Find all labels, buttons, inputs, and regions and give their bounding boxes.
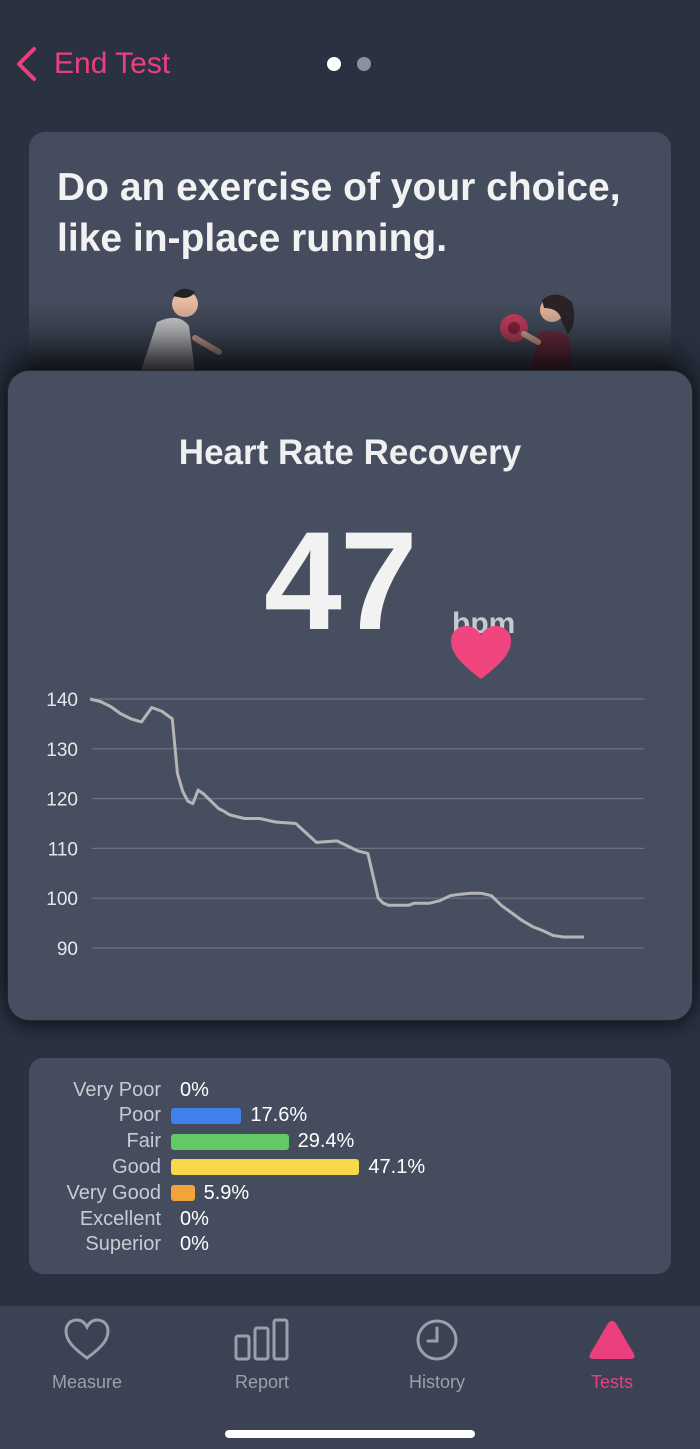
distribution-label: Fair <box>126 1130 161 1153</box>
distribution-bar <box>171 1185 195 1202</box>
heart-icon <box>451 626 511 679</box>
instruction-text: Do an exercise of your choice, like in-p… <box>57 166 621 260</box>
distribution-label: Poor <box>118 1104 161 1127</box>
recovery-value: 47 <box>264 502 418 659</box>
distribution-percent: 47.1% <box>368 1155 426 1178</box>
end-test-button[interactable]: End Test <box>14 44 170 84</box>
result-title: Heart Rate Recovery <box>178 433 522 472</box>
tab-tests-label: Tests <box>590 1372 633 1392</box>
distribution-row: Excellent 0% <box>29 1206 671 1232</box>
distribution-bar <box>171 1107 242 1124</box>
distribution-row: Very Poor 0% <box>29 1077 671 1103</box>
tab-measure-label: Measure <box>51 1372 123 1392</box>
distribution-percent: 5.9% <box>203 1181 250 1204</box>
distribution-percent: 0% <box>180 1207 209 1230</box>
distribution-percent: 0% <box>180 1078 209 1101</box>
distribution-bar <box>171 1159 360 1176</box>
end-test-label: End Test <box>54 47 171 80</box>
chevron-left-icon <box>17 47 36 81</box>
distribution-label: Very Poor <box>73 1078 161 1101</box>
tab-history[interactable]: History <box>372 1318 502 1393</box>
heart-outline-icon <box>64 1318 110 1360</box>
instruction-card: Do an exercise of your choice, like in-p… <box>29 132 671 392</box>
header: End Test <box>0 0 700 120</box>
clock-icon <box>416 1319 458 1361</box>
tab-measure[interactable]: Measure <box>22 1318 152 1393</box>
tab-report[interactable]: Report <box>197 1318 327 1393</box>
page-dot-2[interactable] <box>357 57 371 71</box>
bar-chart-icon <box>234 1318 289 1361</box>
tab-bar: Measure Report History Tests <box>0 1305 700 1449</box>
distribution-row: Good 47.1% <box>29 1154 671 1180</box>
home-indicator[interactable] <box>225 1430 475 1438</box>
y-tick-label: 90 <box>57 939 78 960</box>
heart-rate-line <box>89 697 584 939</box>
result-card: Heart Rate Recovery 47 bpm 140 130 120 110 1… <box>7 370 693 1021</box>
y-tick-label: 120 <box>46 790 78 811</box>
tab-tests[interactable]: Tests <box>547 1318 677 1393</box>
distribution-percent: 17.6% <box>250 1104 308 1127</box>
distribution-label: Superior <box>85 1233 161 1256</box>
distribution-label: Excellent <box>79 1207 161 1230</box>
distribution-label: Very Good <box>66 1181 161 1204</box>
distribution-percent: 29.4% <box>297 1130 355 1153</box>
distribution-row: Poor 17.6% <box>29 1103 671 1129</box>
distribution-bar <box>171 1133 289 1150</box>
tab-report-label: Report <box>234 1372 290 1392</box>
distribution-row: Very Good 5.9% <box>29 1180 671 1206</box>
y-tick-label: 140 <box>46 690 78 711</box>
distribution-percent: 0% <box>180 1233 209 1256</box>
y-tick-label: 130 <box>46 740 78 761</box>
distribution-row: Superior 0% <box>29 1232 671 1258</box>
distribution-row: Fair 29.4% <box>29 1129 671 1155</box>
distribution-card: Very Poor 0% Poor 17.6% Fair 29.4% Good 47.1% Ve… <box>29 1058 671 1274</box>
tab-history-label: History <box>408 1372 465 1392</box>
page-indicator[interactable] <box>327 57 371 71</box>
page-dot-1[interactable] <box>327 57 341 71</box>
distribution-label: Good <box>112 1155 161 1178</box>
y-tick-label: 110 <box>48 839 78 860</box>
y-tick-label: 100 <box>46 889 78 910</box>
triangle-icon <box>589 1321 635 1359</box>
heart-rate-chart: 140 130 120 110 100 90 <box>46 690 644 960</box>
